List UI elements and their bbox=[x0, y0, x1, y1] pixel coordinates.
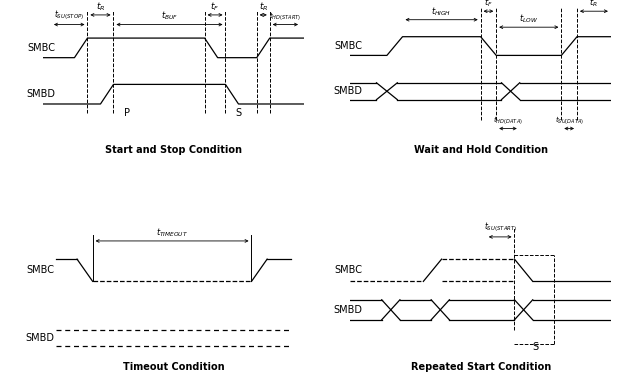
Text: $t_{SU(STOP)}$: $t_{SU(STOP)}$ bbox=[54, 9, 85, 22]
Text: S: S bbox=[236, 108, 241, 119]
Text: Timeout Condition: Timeout Condition bbox=[123, 362, 224, 372]
Text: $t_{HIGH}$: $t_{HIGH}$ bbox=[431, 5, 452, 18]
Text: S: S bbox=[532, 342, 539, 352]
Text: SMBC: SMBC bbox=[334, 41, 362, 51]
Text: Wait and Hold Condition: Wait and Hold Condition bbox=[413, 145, 548, 155]
Text: SMBC: SMBC bbox=[27, 43, 55, 53]
Text: P: P bbox=[123, 108, 130, 119]
Text: SMBC: SMBC bbox=[26, 265, 54, 275]
Text: $t_{SU(START)}$: $t_{SU(START)}$ bbox=[484, 221, 517, 234]
Text: $t_F$: $t_F$ bbox=[484, 0, 493, 9]
Text: $t_{SU(DATA)}$: $t_{SU(DATA)}$ bbox=[555, 115, 584, 126]
Text: Repeated Start Condition: Repeated Start Condition bbox=[410, 362, 551, 372]
Text: SMBD: SMBD bbox=[26, 89, 55, 99]
Text: $t_{TIMEOUT}$: $t_{TIMEOUT}$ bbox=[156, 226, 188, 239]
Text: $t_{LOW}$: $t_{LOW}$ bbox=[520, 12, 539, 25]
Text: $t_R$: $t_R$ bbox=[96, 0, 105, 13]
Text: $t_{HD(START)}$: $t_{HD(START)}$ bbox=[269, 11, 302, 22]
Text: $t_{BUF}$: $t_{BUF}$ bbox=[161, 10, 178, 22]
Text: $t_R$: $t_R$ bbox=[259, 0, 268, 13]
Text: SMBD: SMBD bbox=[333, 305, 362, 315]
Text: SMBC: SMBC bbox=[334, 265, 362, 275]
Text: SMBD: SMBD bbox=[25, 333, 54, 343]
Text: $t_{HD(DATA)}$: $t_{HD(DATA)}$ bbox=[493, 115, 523, 126]
Text: Start and Stop Condition: Start and Stop Condition bbox=[105, 145, 242, 155]
Text: $t_F$: $t_F$ bbox=[210, 0, 220, 13]
Text: $t_R$: $t_R$ bbox=[589, 0, 598, 9]
Text: SMBD: SMBD bbox=[333, 86, 362, 96]
